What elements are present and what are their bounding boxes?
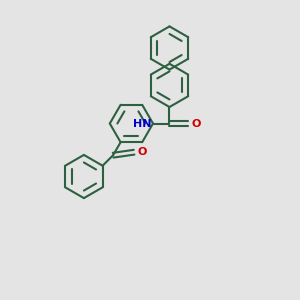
Text: O: O <box>191 118 200 128</box>
Text: O: O <box>138 147 147 157</box>
Text: HN: HN <box>133 118 152 128</box>
